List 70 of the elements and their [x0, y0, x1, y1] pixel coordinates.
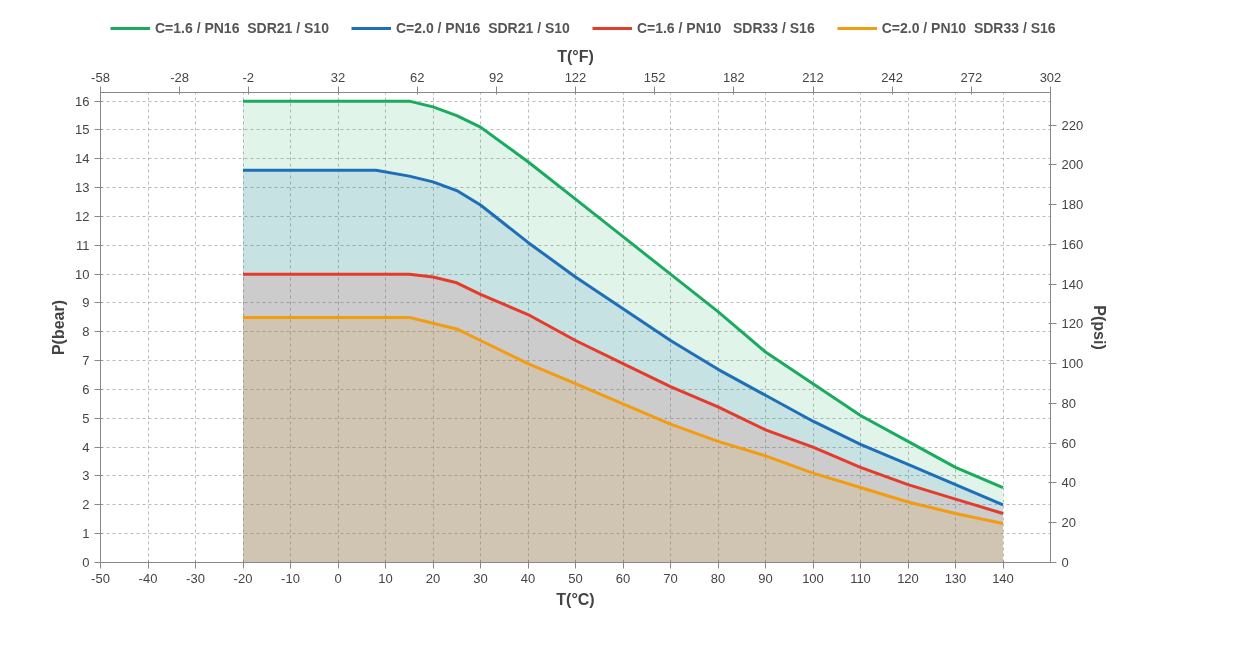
x2-tick-label: 182	[722, 69, 745, 85]
x2-axis-title: T(°F)	[557, 47, 594, 65]
x-tick-label: 70	[663, 570, 678, 586]
x-tick-label: 50	[568, 570, 583, 586]
y2-tick-label: 0	[1061, 555, 1069, 570]
y2-tick-label: 180	[1061, 197, 1084, 213]
x2-tick-label: 272	[960, 69, 983, 85]
x-tick-label: 0	[334, 570, 342, 586]
x-tick-label: 90	[758, 570, 773, 586]
y-tick-label: 1	[82, 526, 90, 542]
y-tick-label: 14	[75, 151, 90, 167]
x-tick-label: -40	[138, 570, 158, 586]
x2-tick-label: -2	[242, 69, 255, 85]
y-tick-label: 0	[82, 555, 90, 570]
legend-label: C=1.6 / PN16 SDR21 / S10	[155, 20, 329, 36]
x-tick-label: 120	[897, 570, 919, 586]
y-axis-title: P(bear)	[50, 299, 68, 356]
x-tick-label: 80	[710, 570, 726, 586]
x-tick-label: -30	[186, 570, 205, 586]
legend-label: C=1.6 / PN10 SDR33 / S16	[636, 20, 815, 36]
x-tick-label: 40	[520, 570, 536, 586]
x-tick-label: 140	[992, 570, 1014, 586]
y-tick-label: 4	[82, 439, 90, 455]
x2-tick-label: 92	[489, 69, 504, 85]
x-tick-label: -50	[91, 570, 110, 586]
y-tick-label: 15	[75, 122, 90, 138]
x-tick-label: 10	[378, 570, 393, 586]
x2-tick-label: 122	[564, 69, 587, 85]
y-tick-label: 5	[82, 410, 90, 426]
x-tick-label: 130	[944, 570, 967, 586]
y2-tick-label: 20	[1061, 515, 1076, 531]
y-tick-label: 11	[76, 237, 90, 253]
y-tick-label: 10	[75, 266, 90, 282]
y2-tick-label: 200	[1061, 157, 1084, 173]
legend-label: C=2.0 / PN10 SDR33 / S16	[881, 20, 1056, 36]
y-tick-label: 7	[82, 353, 90, 369]
y-tick-label: 6	[82, 381, 90, 397]
x2-tick-label: 32	[330, 69, 346, 85]
x-tick-label: 60	[615, 570, 631, 586]
x-tick-label: 110	[850, 570, 871, 586]
x2-tick-label: 302	[1039, 69, 1062, 85]
y2-tick-label: 160	[1061, 236, 1084, 252]
legend-label: C=2.0 / PN16 SDR21 / S10	[395, 20, 570, 36]
y-tick-label: 12	[75, 208, 90, 224]
y2-tick-label: 140	[1061, 276, 1084, 292]
y-tick-label: 9	[82, 295, 90, 311]
y2-tick-label: 40	[1061, 475, 1076, 491]
y2-axis-title: P(psi)	[1091, 305, 1109, 350]
x2-tick-label: -58	[91, 69, 110, 85]
y-tick-label: 3	[82, 468, 90, 484]
y-tick-label: 13	[75, 180, 90, 196]
x2-tick-label: 62	[409, 69, 425, 85]
y2-tick-label: 80	[1061, 395, 1076, 411]
y-tick-label: 16	[75, 93, 90, 109]
y2-tick-label: 220	[1061, 117, 1084, 133]
x-tick-label: 30	[473, 570, 488, 586]
y2-tick-label: 60	[1061, 435, 1076, 451]
y2-tick-label: 100	[1061, 356, 1084, 372]
x2-tick-label: 212	[802, 69, 824, 85]
x2-tick-label: 242	[881, 69, 904, 85]
y-tick-label: 8	[82, 324, 90, 340]
y-tick-label: 2	[82, 497, 90, 513]
x-tick-label: -20	[233, 570, 253, 586]
x-tick-label: 100	[802, 570, 824, 586]
x-tick-label: -10	[281, 570, 300, 586]
x-tick-label: 20	[425, 570, 441, 586]
x2-tick-label: -28	[170, 69, 190, 85]
x2-tick-label: 152	[643, 69, 666, 85]
x-axis-title: T(°C)	[556, 590, 595, 608]
y2-tick-label: 120	[1061, 316, 1084, 332]
